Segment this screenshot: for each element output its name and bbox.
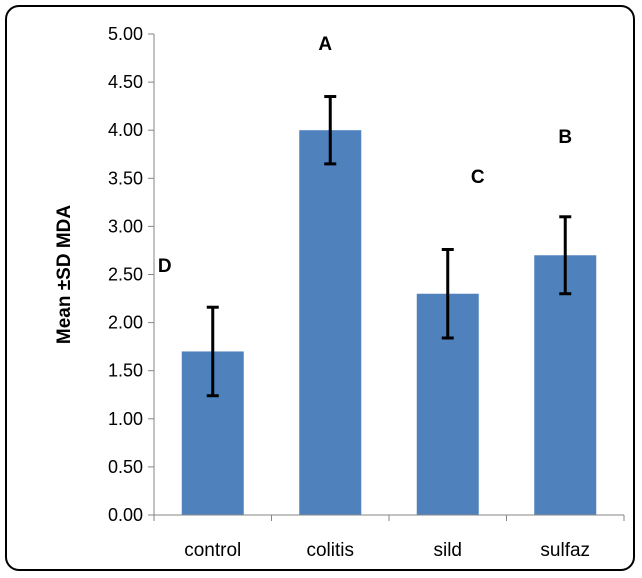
y-tick-label: 2.00 xyxy=(108,313,143,333)
y-tick-label: 4.00 xyxy=(108,120,143,140)
x-category-label: sulfaz xyxy=(540,540,590,561)
bar-sulfaz xyxy=(534,255,597,515)
x-category-label: colitis xyxy=(306,540,354,561)
x-category-label: sild xyxy=(433,540,462,561)
y-axis-label: Mean ±SD MDA xyxy=(54,205,75,344)
category-labels: control colitis sild sulfaz xyxy=(184,540,590,561)
y-tick-label: 1.00 xyxy=(108,409,143,429)
y-tick-label: 1.50 xyxy=(108,361,143,381)
error-bars xyxy=(206,95,572,398)
x-category-label: control xyxy=(184,540,241,561)
annotation-sild: C xyxy=(471,167,485,188)
y-axis-ticks: 0.00 0.50 1.00 1.50 2.00 2.50 3.00 3.50 4.00 4.50… xyxy=(108,24,625,525)
y-tick-label: 4.50 xyxy=(108,72,143,92)
y-tick-label: 0.00 xyxy=(108,505,143,525)
annotation-colitis: A xyxy=(318,34,332,55)
significance-annotations: D A C B xyxy=(158,34,572,277)
bar-colitis xyxy=(299,130,362,515)
bars xyxy=(181,130,597,515)
y-tick-label: 3.50 xyxy=(108,168,143,188)
y-tick-label: 2.50 xyxy=(108,265,143,285)
y-tick-label: 5.00 xyxy=(108,24,143,44)
annotation-control: D xyxy=(158,256,172,277)
y-tick-label: 0.50 xyxy=(108,457,143,477)
y-tick-label: 3.00 xyxy=(108,216,143,236)
annotation-sulfaz: B xyxy=(558,127,572,148)
